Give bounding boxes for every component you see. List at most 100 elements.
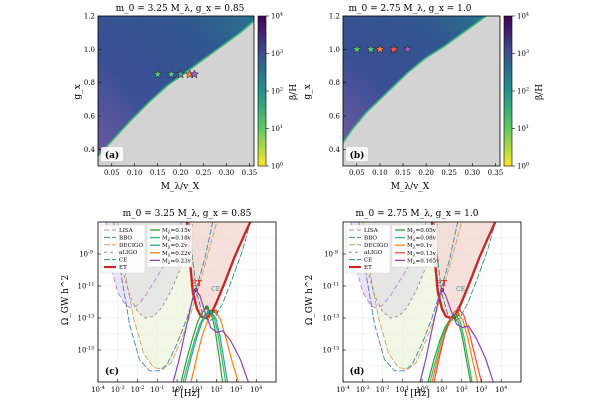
x-tick-label: 102 [456,385,468,394]
sensitivity-curve-bbo [358,222,459,372]
spectrum-peak-marker [456,307,461,312]
panel-label: (d) [350,366,365,377]
x-tick-label: 0.35 [488,169,504,177]
legend-box [100,224,146,274]
panel-c-xlabel: f [Hz] [174,389,200,399]
gw-spectrum-curve [172,288,249,382]
benchmark-star [402,44,413,54]
x-tick-label: 0.35 [242,169,258,177]
colorbar-tick-label: 104 [517,12,529,21]
x-tick-label: 10-4 [91,385,105,394]
x-tick-label: 10-3 [356,385,370,394]
panel-label-box [346,147,368,161]
y-tick-label: 0.6 [329,113,341,121]
panel-a-colorbar [257,15,267,167]
x-tick-label: 10-2 [131,385,145,394]
x-tick-label: 100 [171,385,183,394]
x-tick-label: 0.30 [219,169,235,177]
colorbar-tick-label: 103 [517,49,529,58]
x-tick-label: 10-1 [150,385,164,394]
sensitivity-curve-decigo [362,222,463,370]
panel-b-heatmap: m_0 = 2.75 M_λ, g_x = 1.0 0.05 0.10 0.15 0.… [303,4,545,192]
benchmark-star [166,69,177,79]
heatmap-area [343,16,500,166]
panel-d-xlabel: f [Hz] [404,389,430,399]
gw-spectrum-curve [184,311,229,382]
x-tick-label: 100 [416,385,428,394]
legend-label: DECIGO [119,243,144,249]
panel-b-colorbar [503,15,513,167]
colorbar-tick-label: 102 [517,87,529,96]
benchmark-star [175,69,186,79]
y-tick-label: 0.4 [84,146,96,154]
legend-label: LISA [364,228,379,234]
benchmark-star [388,44,399,54]
gw-spectrum-curve [433,308,482,382]
legend-label: DECIGO [364,243,389,249]
sensitivity-curve-ce [188,222,251,322]
x-tick-label: 0.05 [104,169,120,177]
y-tick-label: 10-15 [323,346,340,355]
y-tick-label: 10-11 [323,282,340,291]
panel-label: (a) [105,150,119,161]
sensitivity-fill-et [432,222,496,318]
panel-d-title: m_0 = 2.75 M_λ, g_x = 1.0 [356,209,479,219]
spectrum-peak-marker [455,312,460,317]
panel-c-title: m_0 = 3.25 M_λ, g_x = 0.85 [123,209,252,219]
benchmark-star [352,44,362,54]
x-tick-label: 10-4 [336,385,350,394]
benchmark-star [375,44,385,54]
y-tick-label: 1.2 [84,13,95,21]
gw-spectrum-curve [419,288,494,382]
x-tick-label: 104 [250,385,262,394]
sensitivity-curve-decigo [117,222,218,370]
y-tick-label: 10-11 [78,282,95,291]
legend-label: aLIGO [119,250,138,256]
legend-label: Mλ=0.2v [162,243,188,251]
y-tick-label: 1.0 [329,46,340,54]
colorbar-tick-label: 100 [517,162,529,171]
x-tick-label: 0.10 [127,169,143,177]
y-tick-label: 0.4 [329,146,341,154]
x-tick-label: 0.25 [441,169,457,177]
legend-label: ET [119,265,127,271]
ce-annotation: CE [211,286,220,293]
x-tick-label: 103 [475,385,487,394]
panel-label: (c) [105,366,119,377]
legend-label: Mλ=0.18v [162,236,192,244]
legend-label: CE [119,258,127,264]
panel-b-ylabel: g_x [303,84,313,99]
x-tick-label: 0.10 [372,169,388,177]
panel-b-title: m_0 = 2.75 M_λ, g_x = 1.0 [349,4,472,14]
x-tick-label: 10-1 [395,385,409,394]
plot-frame [97,15,255,167]
panel-c-ylabel: Ω_GW h^2 [61,275,71,325]
y-tick-label: 1.0 [84,46,95,54]
x-tick-label: 10-2 [376,385,390,394]
legend-label: Mλ=0.13v [407,251,437,258]
benchmark-star [189,69,200,79]
colorbar-tick-label: 100 [271,162,283,171]
legend-label: Mλ=0.22v [162,251,192,258]
panel-a-title: m_0 = 3.25 M_λ, g_x = 0.85 [116,4,245,14]
gw-spectrum-curve [190,310,239,382]
heatmap-area [98,16,254,166]
y-tick-label: 10-13 [323,314,340,323]
x-tick-label: 0.25 [196,169,212,177]
y-tick-label: 1.2 [329,13,340,21]
x-tick-label: 104 [495,385,507,394]
y-tick-label: 10-9 [79,250,93,259]
panel-d-ylabel: Ω_GW h^2 [305,275,315,325]
y-tick-label: 10-13 [78,314,95,323]
spectrum-peak-marker [204,305,209,310]
legend-label: Mλ=0.23v [162,258,192,266]
et-annotation: ET [190,278,202,288]
x-tick-label: 0.15 [395,169,411,177]
y-tick-label: 10-15 [78,346,95,355]
legend-label: Mλ=0.1v [407,243,433,251]
benchmark-star [152,69,163,79]
